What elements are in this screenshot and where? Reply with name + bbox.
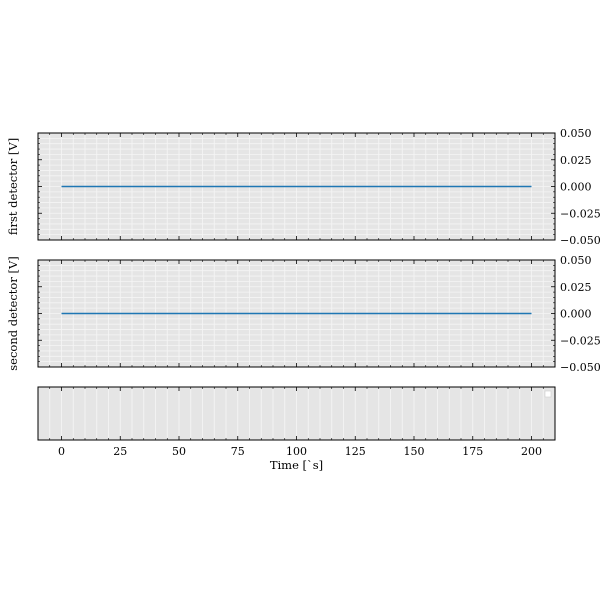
panel-1-y-tick-label: 0.025 — [560, 154, 592, 167]
x-tick-label: 150 — [404, 445, 425, 458]
x-tick-label: 0 — [58, 445, 65, 458]
x-tick-label: 200 — [521, 445, 542, 458]
x-tick-label: 100 — [286, 445, 307, 458]
panel-2-y-tick-label: −0.025 — [560, 334, 600, 347]
panel-2-y-tick-label: −0.050 — [560, 361, 600, 374]
x-tick-label: 175 — [462, 445, 483, 458]
panel-2-y-axis-label: second detector [V] — [6, 256, 20, 371]
x-tick-label: 125 — [345, 445, 366, 458]
x-tick-label: 75 — [231, 445, 245, 458]
panel-1-y-tick-label: −0.050 — [560, 234, 600, 247]
x-tick-label: 25 — [113, 445, 127, 458]
panel-2-y-tick-label: 0.025 — [560, 281, 592, 294]
panel-1-y-tick-label: 0.000 — [560, 181, 592, 194]
x-axis-label: Time [`s] — [270, 458, 323, 472]
panel-2-y-tick-label: 0.050 — [560, 254, 592, 267]
panel-3-legend — [544, 390, 552, 398]
x-tick-label: 50 — [172, 445, 186, 458]
panel-1-y-axis-label: first detector [V] — [6, 138, 20, 235]
panel-1-y-tick-label: −0.025 — [560, 207, 600, 220]
panel-1-y-tick-label: 0.050 — [560, 127, 592, 140]
panel-2-y-tick-label: 0.000 — [560, 308, 592, 321]
